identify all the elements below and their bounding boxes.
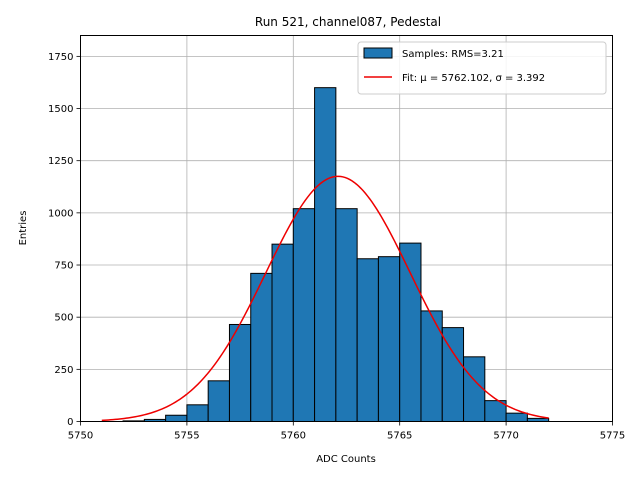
plot-frame xyxy=(80,35,613,422)
y-tick-label: 1250 xyxy=(48,156,73,167)
y-tick-label: 500 xyxy=(54,313,73,324)
histogram-bar xyxy=(228,323,252,423)
histogram-bar xyxy=(271,243,294,422)
histogram-bar xyxy=(463,356,486,422)
y-axis-label: Entries xyxy=(18,211,29,246)
histogram-bar xyxy=(505,412,528,422)
x-tick-label: 5770 xyxy=(493,431,518,442)
histogram-bar xyxy=(356,258,379,422)
histogram-bar xyxy=(292,208,316,422)
legend-label-fit: Fit: μ = 5762.102, σ = 3.392 xyxy=(402,73,545,84)
x-tick-label: 5775 xyxy=(600,431,625,442)
x-tick-label: 5755 xyxy=(174,431,199,442)
histogram-bar xyxy=(399,242,422,422)
legend: Samples: RMS=3.21 Fit: μ = 5762.102, σ =… xyxy=(357,41,607,95)
x-axis-ticks: 5750 5755 5760 5765 5770 5775 xyxy=(68,421,625,442)
x-axis-label: ADC Counts xyxy=(316,454,376,465)
y-tick-label: 1750 xyxy=(48,52,73,63)
histogram-bars xyxy=(122,87,550,423)
chart-title: Run 521, channel087, Pedestal xyxy=(255,15,441,29)
histogram-bar xyxy=(420,310,443,423)
histogram-bar xyxy=(186,404,209,422)
x-tick-label: 5750 xyxy=(68,431,93,442)
y-tick-label: 1000 xyxy=(48,208,73,219)
fit-curve-group xyxy=(101,175,549,422)
x-tick-label: 5760 xyxy=(281,431,306,442)
histogram-bar xyxy=(165,414,188,422)
y-tick-label: 1500 xyxy=(48,104,73,115)
legend-label-samples: Samples: RMS=3.21 xyxy=(402,49,504,60)
histogram-bar xyxy=(377,256,401,422)
histogram-bar xyxy=(335,208,358,422)
y-axis-ticks: 0 250 500 750 1000 1250 1500 1750 xyxy=(48,52,81,428)
legend-swatch-samples xyxy=(363,47,393,59)
legend-box xyxy=(357,41,607,95)
histogram-bar xyxy=(314,87,337,422)
fit-curve xyxy=(101,175,549,422)
y-tick-label: 750 xyxy=(54,261,73,272)
x-tick-label: 5765 xyxy=(387,431,412,442)
y-tick-label: 250 xyxy=(54,365,73,376)
histogram-bar xyxy=(207,380,230,422)
y-tick-label: 0 xyxy=(67,417,73,428)
